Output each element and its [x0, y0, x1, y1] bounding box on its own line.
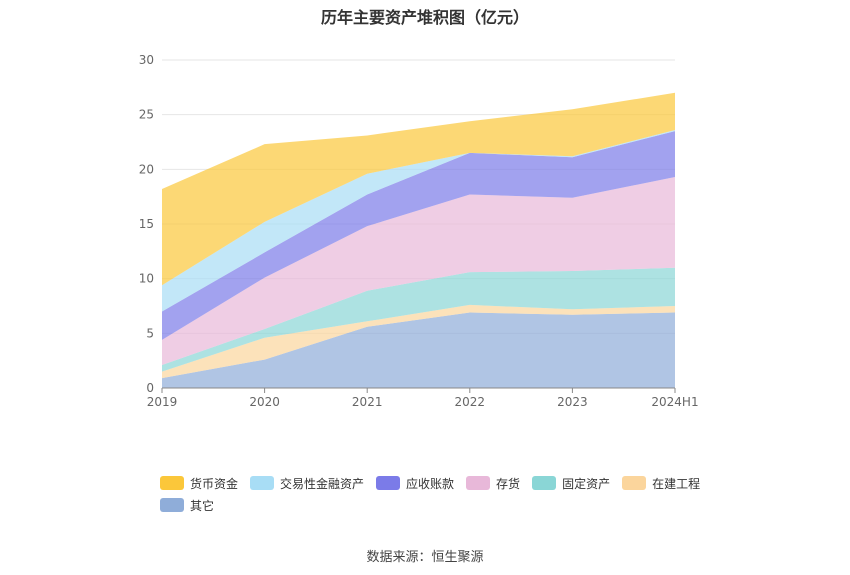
legend-item[interactable]: 其它 [160, 494, 214, 516]
data-source: 数据来源：恒生聚源 [366, 550, 484, 565]
y-tick-label: 25 [139, 108, 154, 122]
legend-swatch [532, 476, 557, 490]
x-tick-label: 2019 [147, 395, 178, 409]
legend-label: 在建工程 [652, 476, 701, 491]
area-series-4 [162, 131, 675, 340]
legend-label: 应收账款 [406, 476, 455, 491]
legend-item[interactable]: 固定资产 [532, 472, 610, 494]
area-series-1 [162, 304, 675, 379]
x-tick-label: 2024H1 [651, 395, 698, 409]
legend-swatch [466, 476, 491, 490]
axes: 0 5 10 15 20 25 30 2019 2020 2021 2022 2023 2024H1 [139, 53, 699, 409]
x-tick-label: 2021 [352, 395, 383, 409]
legend-label: 存货 [496, 476, 521, 491]
area-series-2 [162, 267, 675, 372]
legend-item[interactable]: 在建工程 [622, 472, 700, 494]
y-tick-label: 20 [139, 162, 154, 176]
x-tick-label: 2020 [249, 395, 280, 409]
legend-swatch [376, 476, 401, 490]
y-tick-label: 15 [139, 217, 154, 231]
legend-label: 货币资金 [190, 476, 239, 491]
legend-swatch [160, 476, 184, 490]
legend-item[interactable]: 货币资金 [160, 472, 238, 494]
area-series-0 [162, 312, 675, 388]
area-series-3 [162, 176, 675, 366]
chart-title: 历年主要资产堆积图（亿元） [320, 8, 529, 27]
chart-legend: 货币资金 交易性金融资产 应收账款 存货 固定资产 在建工程其它 [160, 472, 720, 516]
area-series-6 [162, 92, 675, 286]
y-tick-label: 5 [146, 326, 154, 340]
area-series-5 [162, 129, 675, 312]
legend-item[interactable]: 存货 [466, 472, 520, 494]
legend-item[interactable]: 交易性金融资产 [250, 472, 364, 494]
legend-label: 固定资产 [562, 476, 611, 491]
y-tick-label: 30 [139, 53, 154, 67]
y-tick-label: 0 [146, 381, 154, 395]
x-tick-label: 2023 [557, 395, 588, 409]
legend-swatch [250, 476, 275, 490]
y-tick-label: 10 [139, 272, 154, 286]
legend-label: 其它 [190, 498, 215, 513]
stacked-area-chart: 0 5 10 15 20 25 30 2019 2020 2021 2022 2023 2024H1 [139, 53, 699, 409]
legend-label: 交易性金融资产 [280, 476, 365, 491]
legend-item[interactable]: 应收账款 [376, 472, 454, 494]
legend-swatch [622, 476, 647, 490]
legend-swatch [160, 498, 184, 512]
area-series [162, 92, 675, 388]
x-tick-label: 2022 [455, 395, 486, 409]
